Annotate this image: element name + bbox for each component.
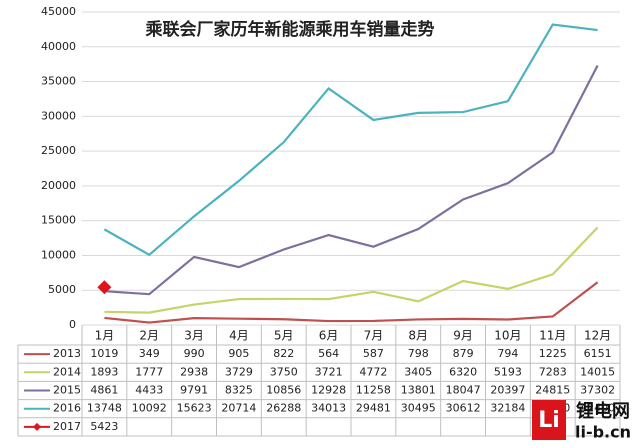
x-tick-label: 1月 xyxy=(95,329,115,343)
x-tick-label: 9月 xyxy=(453,329,473,343)
table-value: 12928 xyxy=(311,384,346,397)
table-value: 4433 xyxy=(135,384,163,397)
table-value: 1777 xyxy=(135,365,163,378)
table-value: 30495 xyxy=(401,402,436,415)
y-tick-label: 35000 xyxy=(41,75,76,88)
x-tick-label: 3月 xyxy=(184,329,204,343)
table-value: 1225 xyxy=(539,347,567,360)
series-line xyxy=(104,281,599,324)
y-tick-label: 40000 xyxy=(41,40,76,53)
legend-label: 2014 xyxy=(53,365,81,378)
table-value: 10092 xyxy=(132,402,167,415)
table-value: 564 xyxy=(318,347,339,360)
table-value: 2938 xyxy=(180,365,208,378)
table-value: 4772 xyxy=(359,365,387,378)
table-value: 13801 xyxy=(401,384,436,397)
table-value: 587 xyxy=(363,347,384,360)
table-value: 4861 xyxy=(90,384,118,397)
table-value: 794 xyxy=(497,347,518,360)
table-value: 879 xyxy=(453,347,474,360)
legend-label: 2016 xyxy=(53,402,81,415)
x-tick-label: 2月 xyxy=(139,329,159,343)
y-tick-label: 10000 xyxy=(41,248,76,261)
table-value: 8325 xyxy=(225,384,253,397)
table-value: 822 xyxy=(273,347,294,360)
table-value: 1019 xyxy=(90,347,118,360)
y-tick-label: 30000 xyxy=(41,109,76,122)
table-value: 349 xyxy=(139,347,160,360)
table-value: 10856 xyxy=(266,384,301,397)
table-value: 14015 xyxy=(580,365,615,378)
logo-box xyxy=(532,400,566,440)
table-value: 26288 xyxy=(266,402,301,415)
y-tick-label: 15000 xyxy=(41,214,76,227)
legend-label: 2015 xyxy=(53,384,81,397)
table-value: 1893 xyxy=(90,365,118,378)
table-value: 13748 xyxy=(87,402,122,415)
table-value: 6320 xyxy=(449,365,477,378)
series-line xyxy=(104,226,599,314)
y-tick-label: 25000 xyxy=(41,144,76,157)
table-value: 37302 xyxy=(580,384,615,397)
table-value: 5193 xyxy=(494,365,522,378)
table-value: 798 xyxy=(408,347,429,360)
table-value: 990 xyxy=(184,347,205,360)
table-value: 3750 xyxy=(270,365,298,378)
table-value: 7283 xyxy=(539,365,567,378)
chart-title: 乘联会厂家历年新能源乘用车销量走势 xyxy=(145,19,435,40)
table-value: 32184 xyxy=(490,402,525,415)
table-value: 3405 xyxy=(404,365,432,378)
watermark-site: li-b.cn xyxy=(575,423,631,442)
x-tick-label: 7月 xyxy=(364,329,384,343)
x-tick-label: 4月 xyxy=(229,329,249,343)
y-tick-label: 5000 xyxy=(48,283,76,296)
table-value: 18047 xyxy=(446,384,481,397)
series-line xyxy=(104,65,599,296)
series-marker xyxy=(97,280,112,295)
table-value: 3729 xyxy=(225,365,253,378)
table-value: 9791 xyxy=(180,384,208,397)
table-value: 29481 xyxy=(356,402,391,415)
y-tick-label: 20000 xyxy=(41,179,76,192)
table-value: 5423 xyxy=(90,420,118,433)
table-value: 3721 xyxy=(315,365,343,378)
series-line xyxy=(103,23,598,257)
legend-marker xyxy=(33,422,41,431)
y-tick-label: 45000 xyxy=(41,5,76,18)
table-value: 20397 xyxy=(490,384,525,397)
table-value: 42400 xyxy=(580,402,615,415)
table-value: 905 xyxy=(228,347,249,360)
y-tick-label: 0 xyxy=(69,318,76,331)
logo-text: Li xyxy=(538,408,560,433)
table-value: 34013 xyxy=(311,402,346,415)
table-value: 6151 xyxy=(584,347,612,360)
watermark-name: 锂电网 xyxy=(576,400,630,422)
x-tick-label: 8月 xyxy=(408,329,428,343)
legend-label: 2013 xyxy=(53,347,81,360)
x-tick-label: 10月 xyxy=(494,329,521,343)
x-tick-label: 11月 xyxy=(539,329,566,343)
table-value: 15623 xyxy=(177,402,212,415)
table-value: 30612 xyxy=(446,402,481,415)
x-tick-label: 6月 xyxy=(319,329,339,343)
table-value: 24815 xyxy=(535,384,570,397)
x-tick-label: 5月 xyxy=(274,329,294,343)
table-value: 20714 xyxy=(221,402,256,415)
table-value: 11258 xyxy=(356,384,391,397)
legend-label: 2017 xyxy=(53,420,81,433)
x-tick-label: 12月 xyxy=(584,329,611,343)
